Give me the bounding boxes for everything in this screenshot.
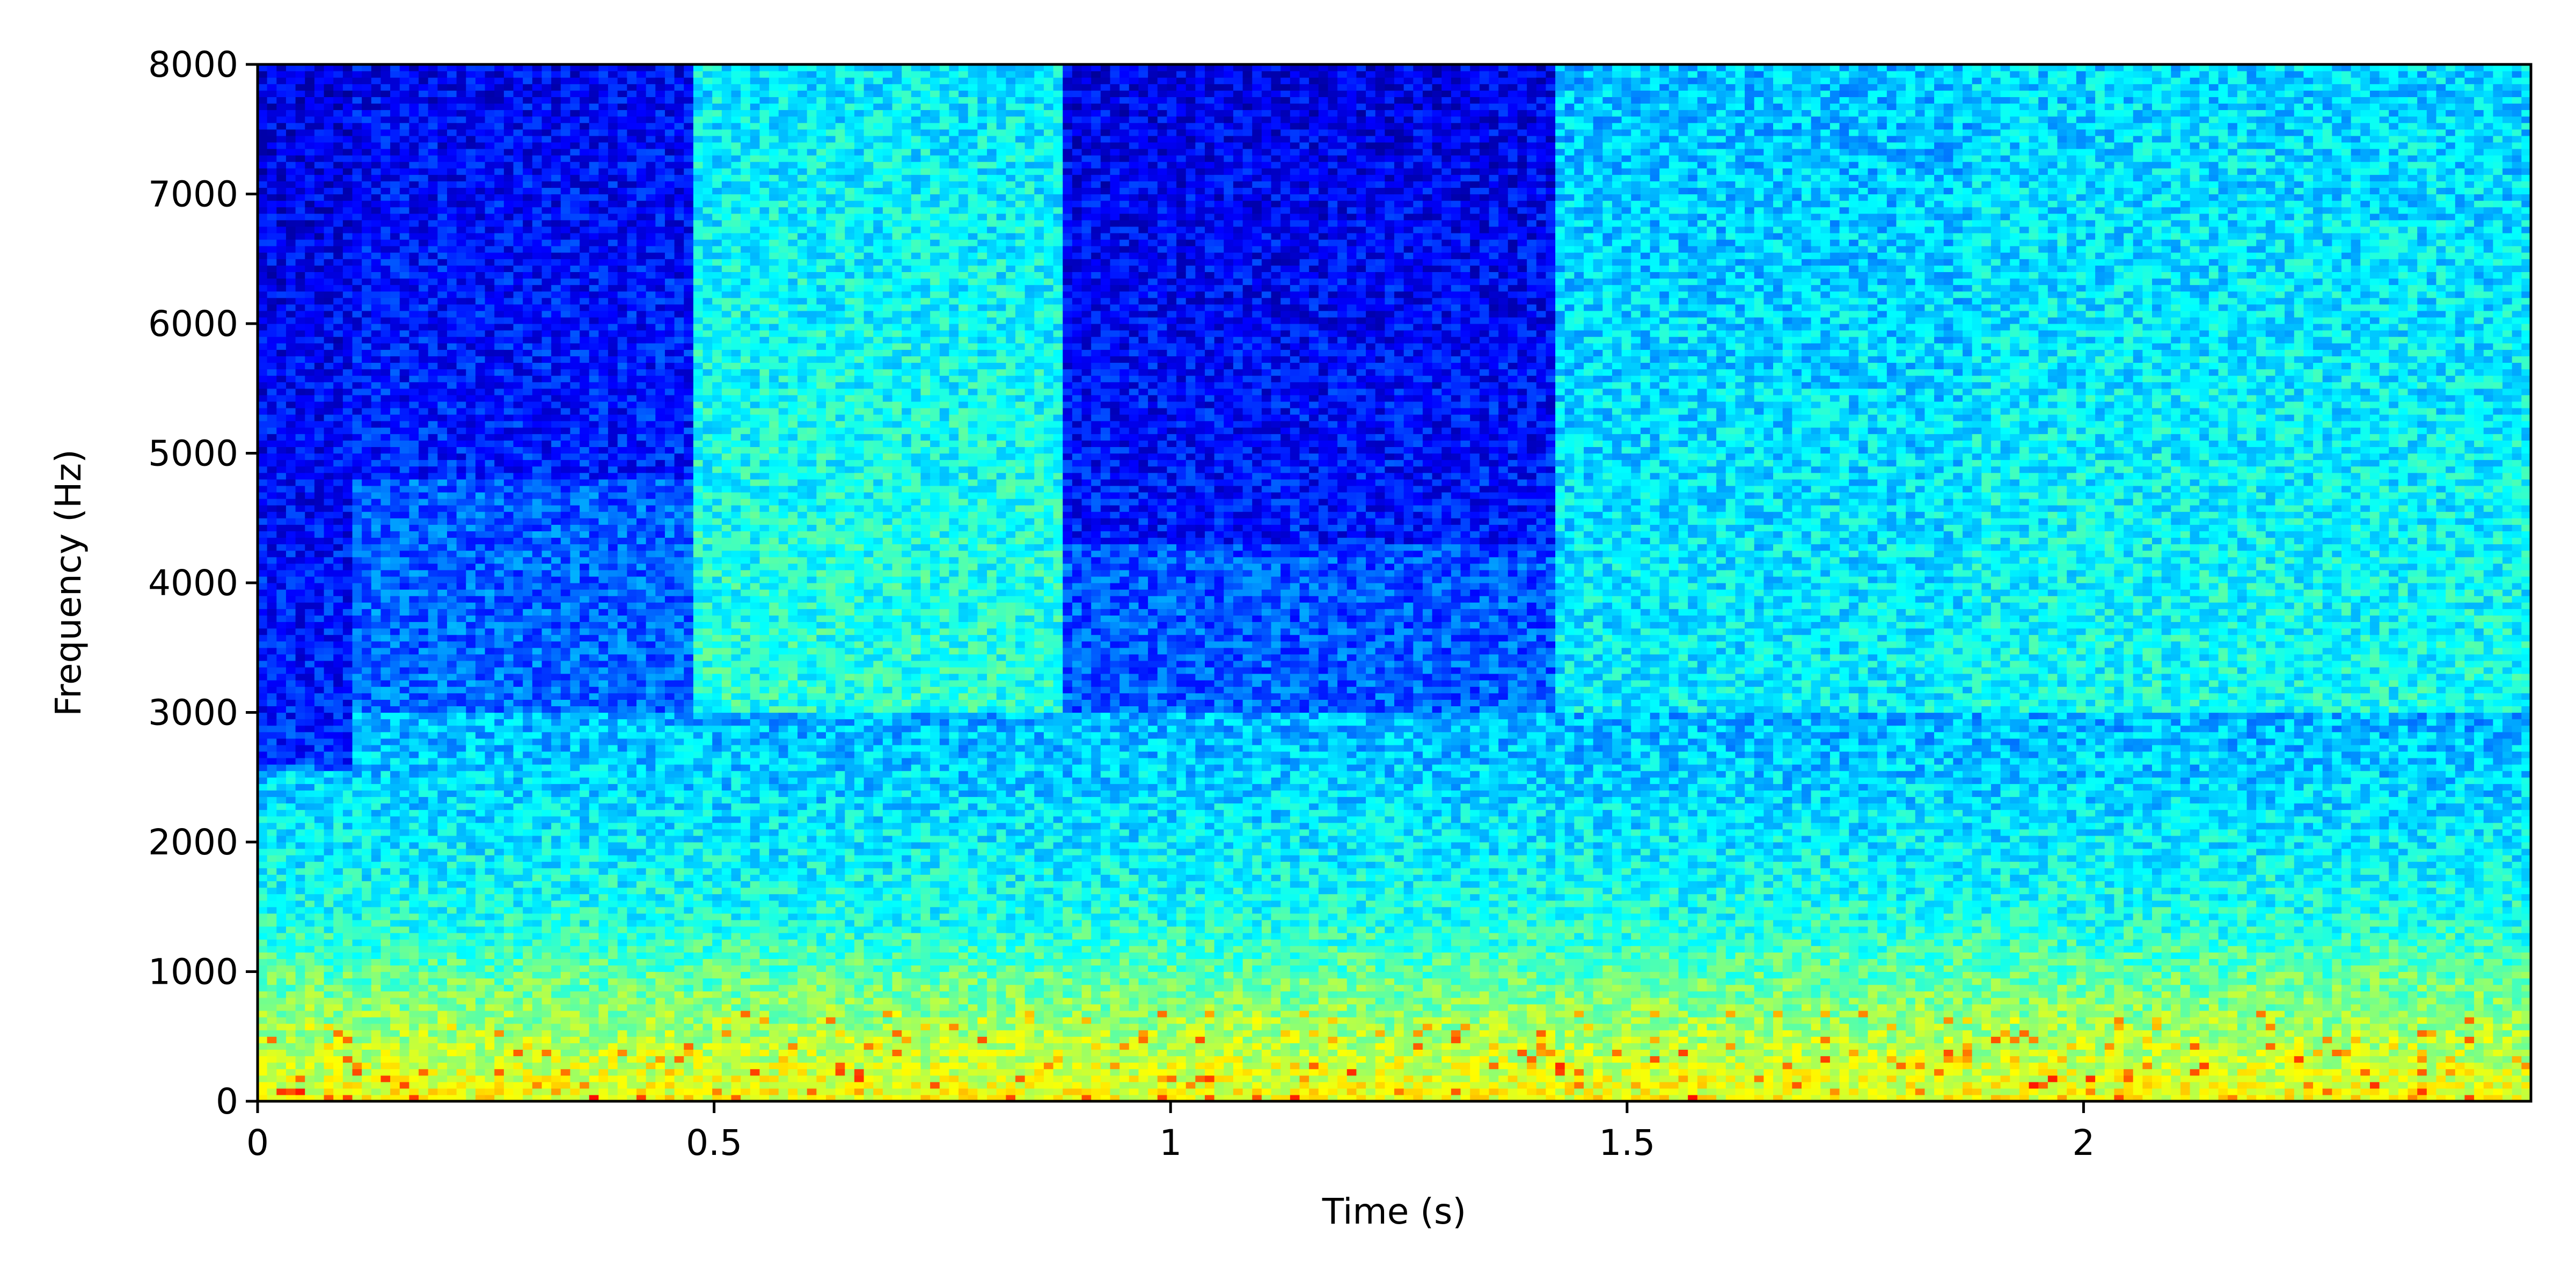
x-tick-label: 1 bbox=[1159, 1122, 1182, 1163]
y-tick-label: 7000 bbox=[148, 174, 238, 215]
y-tick-label: 3000 bbox=[148, 692, 238, 734]
y-tick-label: 4000 bbox=[148, 562, 238, 604]
y-tick-label: 6000 bbox=[148, 303, 238, 345]
x-tick-label: 2 bbox=[2072, 1122, 2095, 1163]
y-tick-label: 2000 bbox=[148, 822, 238, 863]
y-tick-label: 0 bbox=[216, 1081, 238, 1122]
x-axis: 0 0.5 1 1.5 2 bbox=[246, 1101, 2095, 1163]
y-tick-label: 5000 bbox=[148, 433, 238, 474]
x-axis-label: Time (s) bbox=[1322, 1191, 1466, 1232]
x-tick-label: 0.5 bbox=[686, 1122, 742, 1163]
y-tick-label: 1000 bbox=[148, 952, 238, 993]
x-tick-label: 1.5 bbox=[1599, 1122, 1655, 1163]
x-tick-label: 0 bbox=[246, 1122, 269, 1163]
spectrogram-image bbox=[258, 64, 2531, 1102]
y-tick-label: 8000 bbox=[148, 44, 238, 85]
y-axis: 0 1000 2000 3000 4000 5000 6000 7000 8000 bbox=[148, 44, 258, 1122]
y-axis-label: Frequency (Hz) bbox=[48, 449, 89, 716]
